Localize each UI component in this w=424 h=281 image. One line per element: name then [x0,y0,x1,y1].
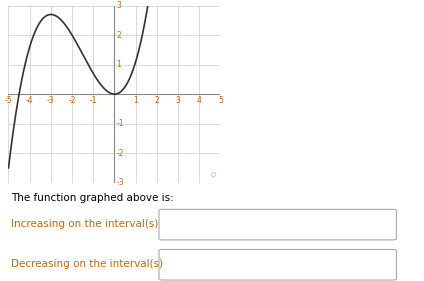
Text: -3: -3 [116,178,124,187]
Text: Q: Q [211,172,216,178]
Text: 1: 1 [116,60,121,69]
Text: 2: 2 [154,96,159,105]
Text: 3: 3 [116,1,121,10]
Text: -3: -3 [47,96,55,105]
Text: 3: 3 [176,96,181,105]
Text: 4: 4 [197,96,202,105]
Text: The function graphed above is:: The function graphed above is: [11,193,173,203]
Text: Decreasing on the interval(s): Decreasing on the interval(s) [11,259,163,269]
Text: -4: -4 [26,96,33,105]
Text: -5: -5 [5,96,12,105]
Text: 1: 1 [133,96,138,105]
FancyBboxPatch shape [159,250,396,280]
Text: Increasing on the interval(s): Increasing on the interval(s) [11,219,158,229]
Text: -2: -2 [68,96,76,105]
Text: 2: 2 [116,31,121,40]
Text: 5: 5 [218,96,223,105]
Text: -2: -2 [116,149,124,158]
FancyBboxPatch shape [159,209,396,240]
Text: -1: -1 [89,96,97,105]
Text: -1: -1 [116,119,124,128]
